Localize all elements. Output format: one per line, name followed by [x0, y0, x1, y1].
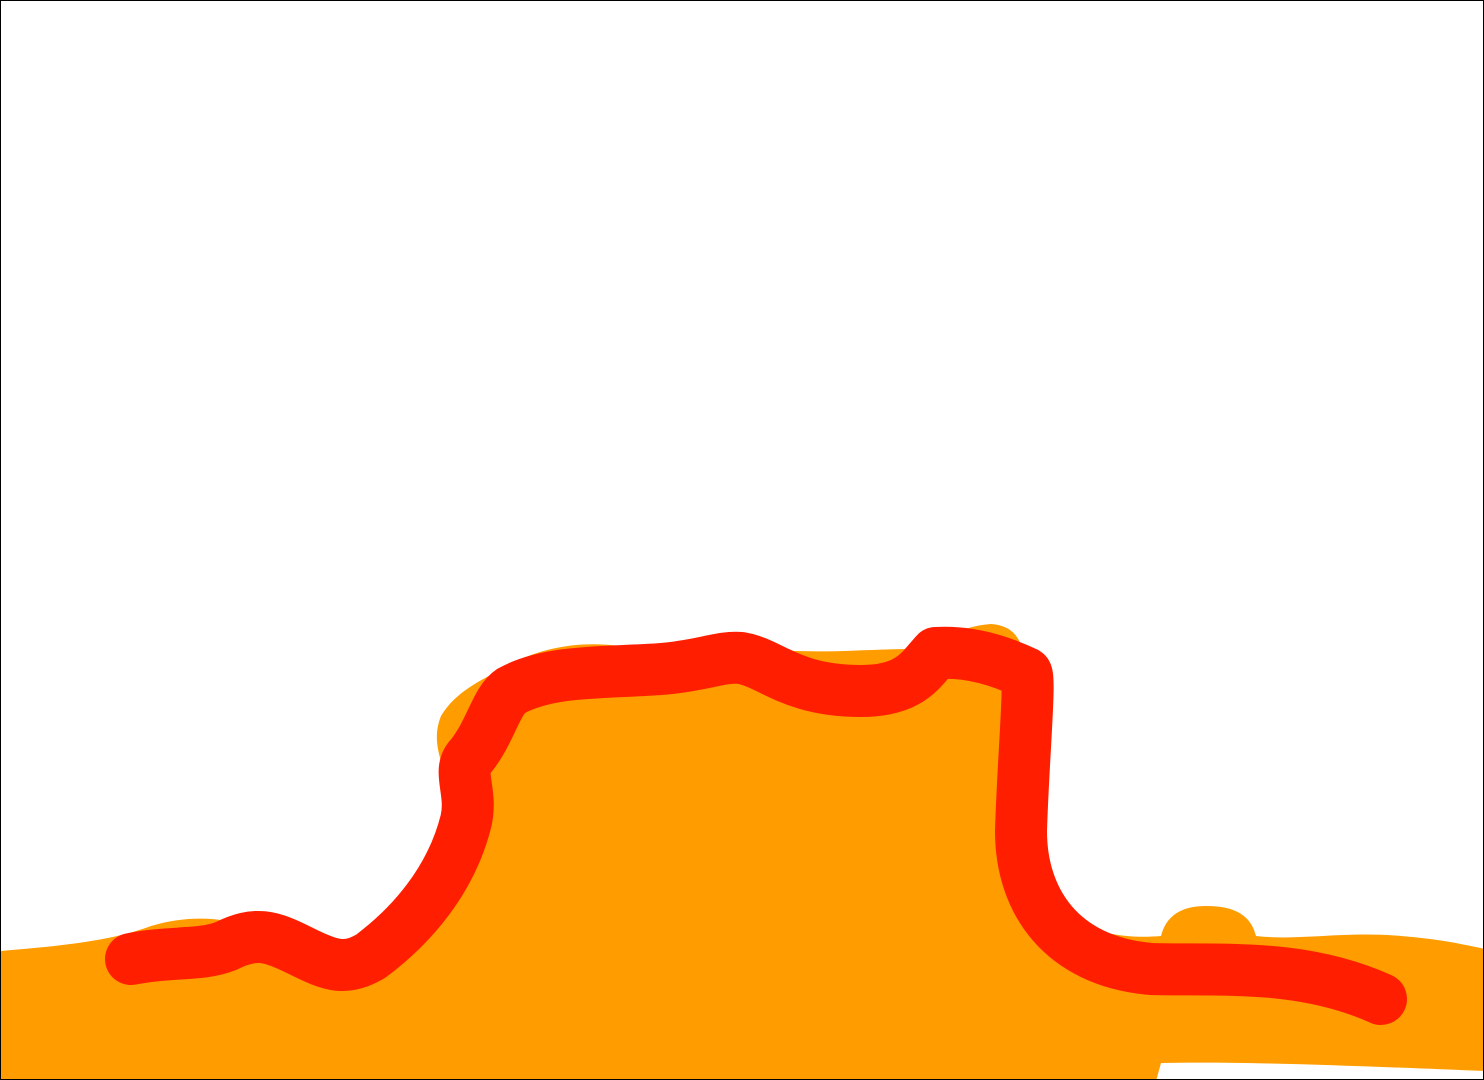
orange-fill-shape	[1, 624, 1483, 1079]
white-notch	[1156, 1062, 1483, 1079]
red-outline-stroke	[105, 626, 1407, 1025]
